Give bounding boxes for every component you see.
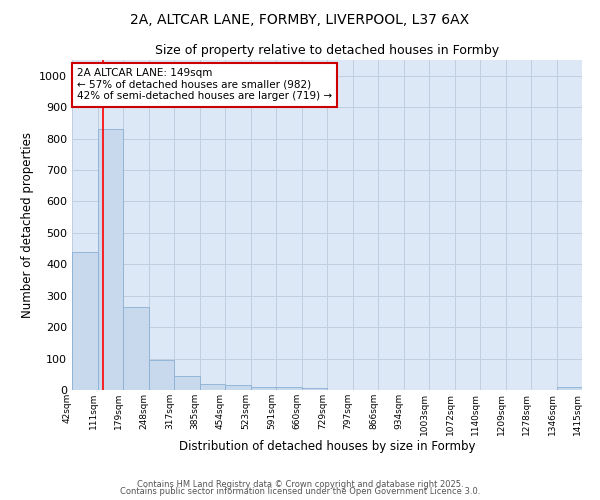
Bar: [276, 387, 302, 390]
Bar: [302, 388, 327, 390]
Bar: [72, 252, 97, 390]
Bar: [225, 386, 251, 390]
Y-axis label: Number of detached properties: Number of detached properties: [20, 132, 34, 318]
Text: 2A, ALTCAR LANE, FORMBY, LIVERPOOL, L37 6AX: 2A, ALTCAR LANE, FORMBY, LIVERPOOL, L37 …: [130, 12, 470, 26]
X-axis label: Distribution of detached houses by size in Formby: Distribution of detached houses by size …: [179, 440, 475, 454]
Bar: [251, 388, 276, 390]
Bar: [123, 306, 149, 390]
Text: Contains public sector information licensed under the Open Government Licence 3.: Contains public sector information licen…: [120, 487, 480, 496]
Bar: [174, 376, 199, 390]
Bar: [199, 384, 225, 390]
Title: Size of property relative to detached houses in Formby: Size of property relative to detached ho…: [155, 44, 499, 58]
Text: Contains HM Land Registry data © Crown copyright and database right 2025.: Contains HM Land Registry data © Crown c…: [137, 480, 463, 489]
Bar: [149, 360, 174, 390]
Text: 2A ALTCAR LANE: 149sqm
← 57% of detached houses are smaller (982)
42% of semi-de: 2A ALTCAR LANE: 149sqm ← 57% of detached…: [77, 68, 332, 102]
Bar: [557, 388, 582, 390]
Bar: [97, 129, 123, 390]
